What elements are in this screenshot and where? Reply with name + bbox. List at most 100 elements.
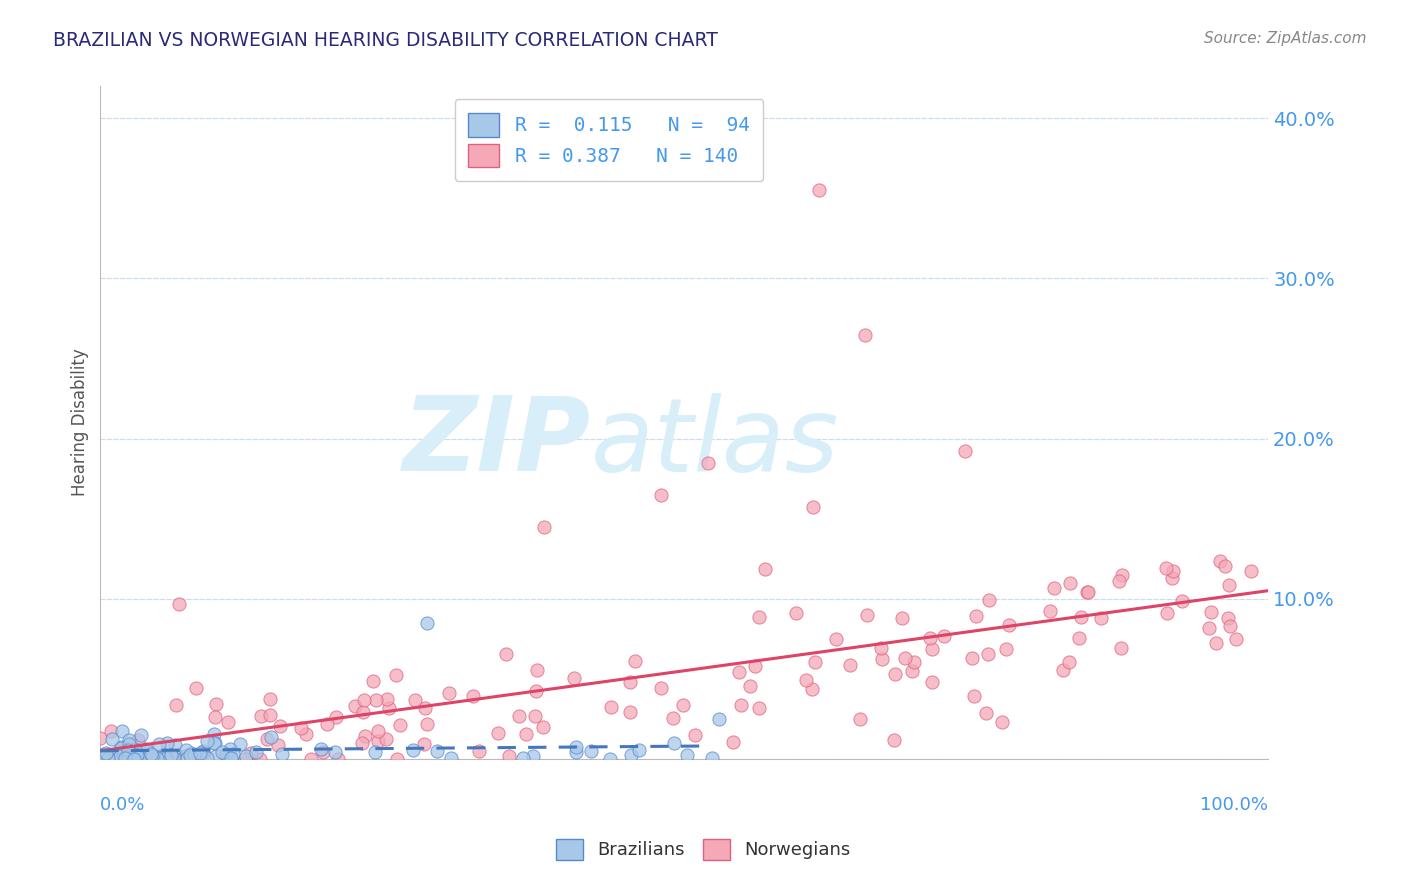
Point — [271, 747, 294, 761]
Point — [412, 737, 434, 751]
Point — [127, 750, 149, 764]
Point — [728, 665, 751, 680]
Point — [91, 747, 114, 762]
Point — [141, 748, 163, 763]
Point — [468, 744, 491, 758]
Point — [325, 710, 347, 724]
Point — [565, 739, 588, 754]
Point — [367, 724, 389, 739]
Point — [93, 747, 115, 761]
Point — [266, 738, 288, 752]
Point — [156, 736, 179, 750]
Point — [413, 700, 436, 714]
Text: 100.0%: 100.0% — [1201, 796, 1268, 814]
Point — [204, 697, 226, 711]
Point — [152, 750, 174, 764]
Point — [239, 746, 262, 760]
Point — [709, 712, 731, 726]
Point — [235, 752, 257, 766]
Point — [135, 744, 157, 758]
Point — [921, 641, 943, 656]
Point — [378, 700, 401, 714]
Point — [894, 651, 917, 665]
Point — [960, 651, 983, 665]
Point — [995, 642, 1018, 657]
Point — [599, 752, 621, 766]
Point — [853, 327, 876, 342]
Point — [219, 750, 242, 764]
Point — [1156, 606, 1178, 620]
Point — [250, 708, 273, 723]
Point — [730, 698, 752, 713]
Point — [157, 752, 180, 766]
Point — [522, 749, 544, 764]
Point — [387, 752, 409, 766]
Text: 0.0%: 0.0% — [100, 796, 146, 814]
Point — [619, 674, 641, 689]
Point — [326, 752, 349, 766]
Point — [804, 656, 827, 670]
Point — [117, 743, 139, 757]
Point — [122, 751, 145, 765]
Point — [676, 747, 699, 762]
Point — [112, 747, 135, 762]
Point — [127, 748, 149, 763]
Point — [404, 692, 426, 706]
Point — [354, 729, 377, 743]
Point — [965, 608, 987, 623]
Point — [229, 737, 252, 751]
Point — [124, 742, 146, 756]
Point — [312, 745, 335, 759]
Point — [195, 751, 218, 765]
Point — [219, 741, 242, 756]
Point — [180, 746, 202, 760]
Point — [91, 750, 114, 764]
Point — [991, 714, 1014, 729]
Point — [155, 751, 177, 765]
Y-axis label: Hearing Disability: Hearing Disability — [72, 349, 89, 497]
Point — [599, 700, 621, 714]
Point — [169, 749, 191, 764]
Point — [94, 747, 117, 761]
Point — [323, 745, 346, 759]
Point — [1057, 655, 1080, 669]
Point — [883, 667, 905, 681]
Point — [1213, 559, 1236, 574]
Point — [195, 734, 218, 748]
Point — [1209, 554, 1232, 568]
Point — [785, 606, 807, 620]
Point — [628, 743, 651, 757]
Point — [974, 706, 997, 720]
Point — [183, 747, 205, 762]
Point — [416, 615, 439, 630]
Point — [901, 665, 924, 679]
Point — [129, 752, 152, 766]
Point — [184, 681, 207, 695]
Point — [204, 710, 226, 724]
Point — [579, 744, 602, 758]
Point — [870, 641, 893, 656]
Point — [221, 747, 243, 761]
Point — [918, 632, 941, 646]
Point — [205, 749, 228, 764]
Text: atlas: atlas — [591, 392, 839, 492]
Point — [309, 742, 332, 756]
Point — [204, 736, 226, 750]
Point — [290, 721, 312, 735]
Point — [1108, 574, 1130, 588]
Legend: Brazilians, Norwegians: Brazilians, Norwegians — [548, 831, 858, 867]
Point — [215, 747, 238, 761]
Point — [624, 654, 647, 668]
Point — [89, 731, 111, 746]
Point — [1043, 581, 1066, 595]
Point — [1069, 631, 1091, 645]
Point — [932, 629, 955, 643]
Point — [117, 749, 139, 764]
Point — [1225, 632, 1247, 647]
Point — [128, 752, 150, 766]
Point — [364, 745, 387, 759]
Point — [662, 711, 685, 725]
Point — [124, 749, 146, 764]
Point — [110, 743, 132, 757]
Point — [211, 745, 233, 759]
